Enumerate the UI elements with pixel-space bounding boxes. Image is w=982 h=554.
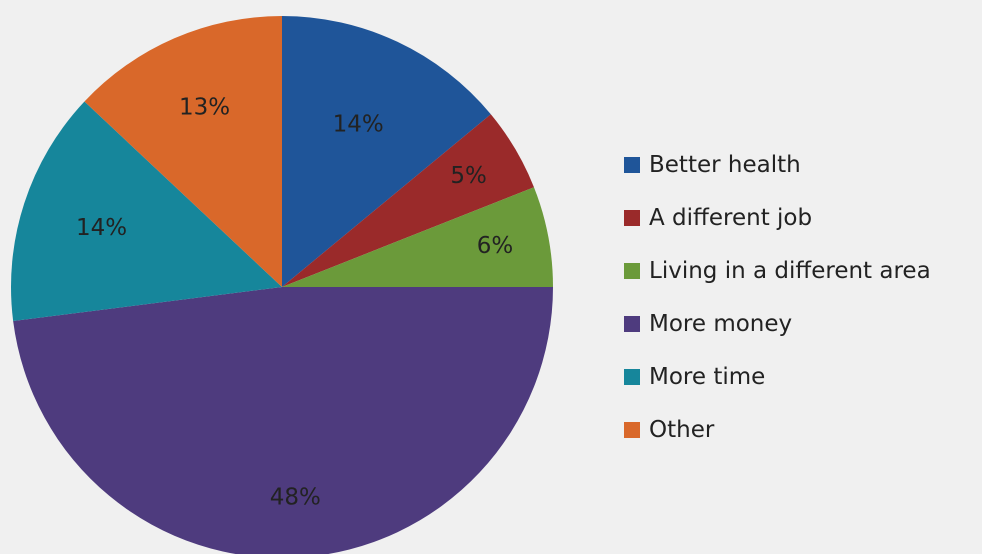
data-label-a-different-job: 5% — [450, 163, 487, 189]
legend: Better health A different job Living in a … — [624, 138, 931, 456]
legend-swatch — [624, 368, 640, 385]
data-label-better-health: 14% — [333, 112, 384, 138]
slice-better-health — [282, 16, 491, 287]
pie-data-labels: 14% 5% 6% 48% 14% 13% — [76, 94, 513, 510]
legend-label: Living in a different area — [649, 257, 931, 284]
legend-item-more-money: More money — [624, 297, 931, 350]
legend-swatch — [624, 262, 640, 279]
legend-item-better-health: Better health — [624, 138, 931, 191]
legend-swatch — [624, 156, 640, 173]
legend-label: A different job — [649, 204, 813, 231]
slice-other — [84, 16, 283, 287]
slice-a-different-job — [282, 114, 534, 287]
slice-more-time — [11, 101, 283, 321]
legend-item-a-different-job: A different job — [624, 191, 931, 244]
legend-item-more-time: More time — [624, 350, 931, 403]
slice-more-money — [13, 287, 553, 554]
legend-label: More time — [649, 363, 766, 390]
legend-swatch — [624, 421, 640, 438]
legend-swatch — [624, 209, 640, 226]
data-label-other: 13% — [179, 94, 230, 120]
legend-label: More money — [649, 310, 793, 337]
legend-item-other: Other — [624, 403, 931, 456]
data-label-living-in-a-different-area: 6% — [477, 233, 514, 259]
legend-label: Better health — [649, 151, 801, 178]
pie-slices — [11, 16, 553, 554]
legend-label: Other — [649, 416, 715, 443]
legend-item-living-in-a-different-area: Living in a different area — [624, 244, 931, 297]
data-label-more-money: 48% — [270, 484, 321, 510]
legend-swatch — [624, 315, 640, 332]
data-label-more-time: 14% — [76, 215, 127, 241]
slice-living-in-a-different-area — [282, 187, 553, 287]
